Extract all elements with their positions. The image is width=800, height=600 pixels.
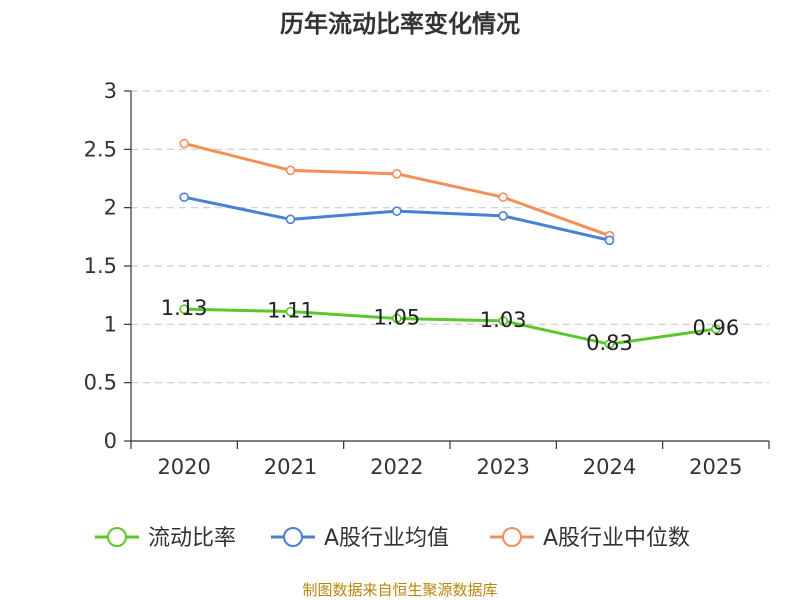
legend-item: 流动比率 [95, 526, 236, 551]
y-tick-label: 1.5 [84, 254, 117, 278]
y-tick-label: 0 [104, 429, 117, 453]
x-tick-label: 2024 [583, 455, 636, 479]
data-point [392, 169, 402, 179]
data-point [604, 235, 615, 246]
grid-lines [131, 90, 769, 384]
source-note: 制图数据来自恒生聚源数据库 [302, 581, 497, 599]
data-point [285, 165, 296, 176]
data-point [285, 306, 296, 317]
series-line [183, 142, 611, 238]
data-labels: 1.13 1.11 1.05 1.03 0.83 0.96 [161, 296, 739, 355]
data-label: 1.05 [373, 306, 420, 330]
legend-marker [502, 527, 522, 547]
y-tick-label: 3 [104, 79, 117, 103]
legend-label: A股行业均值 [324, 526, 449, 551]
series-line [183, 195, 610, 242]
data-point [179, 138, 189, 149]
axes: 0 0.5 1 1.5 2 2.5 3 2020 2021 2022 2023 2024 2025 [84, 79, 770, 479]
chart-title: 历年流动比率变化情况 [280, 10, 520, 38]
legend-label: A股行业中位数 [543, 526, 690, 551]
data-label: 0.83 [586, 331, 633, 355]
x-tick-label: 2025 [689, 455, 742, 479]
y-tick-label: 1 [104, 312, 117, 336]
y-tick-label: 2.5 [84, 137, 117, 161]
legend: 流动比率 A股行业均值 A股行业中位数 [95, 526, 690, 551]
legend-item: A股行业均值 [271, 526, 449, 551]
data-label: 0.96 [692, 316, 739, 340]
data-label: 1.03 [480, 308, 527, 332]
series-2 [179, 138, 615, 241]
legend-label: 流动比率 [148, 526, 236, 551]
x-tick-label: 2023 [476, 455, 529, 479]
data-label: 1.13 [161, 296, 208, 320]
data-point [711, 324, 721, 334]
data-point [179, 304, 189, 314]
data-point [285, 214, 296, 225]
series-1 [179, 192, 615, 246]
x-tick-label: 2020 [157, 455, 210, 479]
series-line [184, 307, 717, 346]
x-tick-label: 2021 [264, 455, 317, 479]
x-tick-label: 2022 [370, 455, 423, 479]
y-tick-label: 2 [104, 196, 117, 220]
series-layer [179, 138, 721, 349]
legend-marker [107, 527, 127, 547]
legend-item: A股行业中位数 [490, 526, 690, 551]
data-point [392, 206, 402, 216]
data-point [498, 211, 508, 221]
data-label: 1.11 [267, 299, 314, 323]
data-point [392, 313, 402, 324]
data-point [604, 339, 615, 349]
y-tick-label: 0.5 [84, 371, 117, 395]
series-0 [179, 304, 721, 349]
data-point [498, 316, 508, 326]
data-point [498, 192, 508, 202]
legend-marker [283, 527, 303, 547]
data-point [179, 192, 189, 202]
